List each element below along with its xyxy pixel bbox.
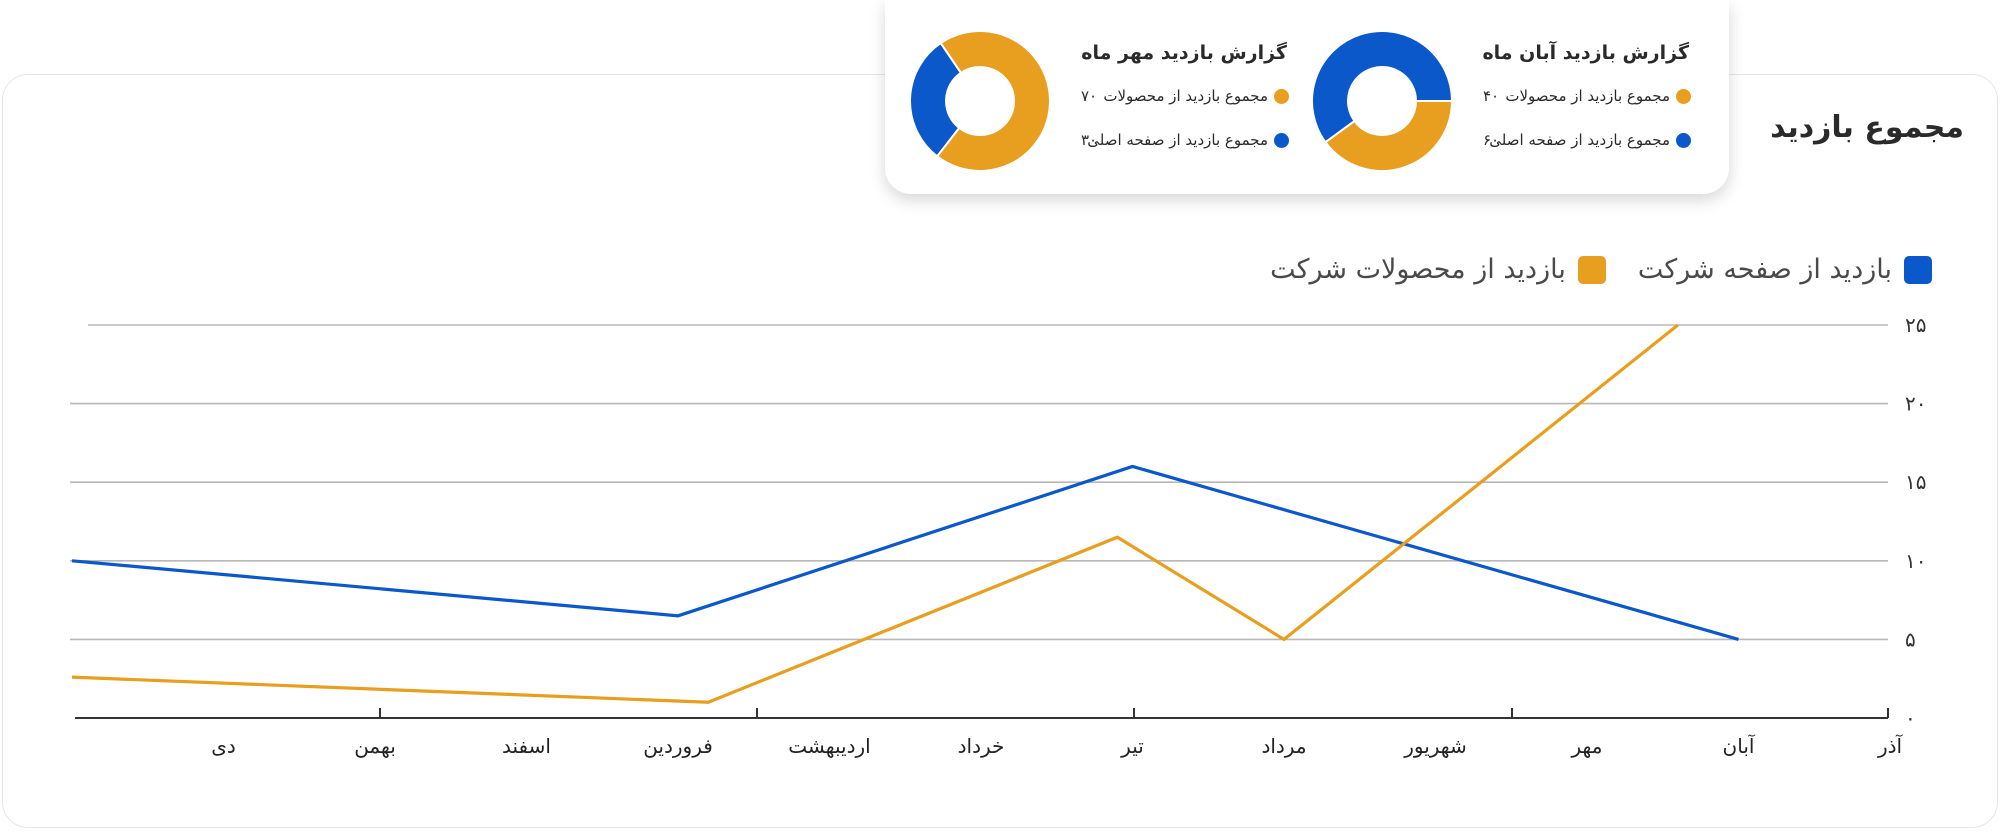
x-tick-label: اسفند [502, 734, 551, 758]
x-tick-label: تیر [1120, 734, 1144, 758]
row-value: ۴۰ [1483, 87, 1500, 105]
report-aban: گزارش بازدید آبان ماه مجموع بازدید از مح… [1307, 22, 1709, 182]
report-aban-row-products: مجموع بازدید از محصولات ۴۰ [1331, 84, 1691, 108]
main-card [2, 74, 1998, 828]
row-label: مجموع بازدید از محصولات [1505, 87, 1670, 105]
legend-dot-orange [1274, 88, 1289, 104]
legend-item-company-page[interactable]: بازدید از صفحه شرکت [1638, 254, 1932, 285]
row-label: مجموع بازدید از صفحه اصلی [1489, 131, 1670, 149]
report-mehr: گزارش بازدید مهر ماه مجموع بازدید از محص… [905, 22, 1307, 182]
row-value: ۳۰ [1081, 131, 1098, 149]
row-label: مجموع بازدید از صفحه اصلی [1087, 131, 1268, 149]
row-value: ۷۰ [1081, 87, 1098, 105]
x-tick-label: بهمن [354, 734, 396, 758]
report-mehr-row-products: مجموع بازدید از محصولات ۷۰ [929, 84, 1289, 108]
report-aban-row-home: مجموع بازدید از صفحه اصلی ۶۰ [1331, 128, 1691, 152]
donut-slice [909, 41, 963, 158]
legend-label-products: بازدید از محصولات شرکت [1270, 254, 1566, 285]
x-tick-label: مهر [1571, 734, 1603, 758]
report-title-aban: گزارش بازدید آبان ماه [1482, 42, 1689, 64]
series-line-products [71, 323, 1679, 704]
x-tick-label: فروردین [643, 734, 713, 758]
donut-slice [1311, 30, 1454, 144]
legend-dot-blue [1676, 132, 1691, 148]
donut-chart-aban [1311, 30, 1454, 172]
report-mehr-row-home: مجموع بازدید از صفحه اصلی ۳۰ [929, 128, 1289, 152]
y-tick-label: ۲۰ [1905, 392, 1926, 416]
y-tick-label: ۰ [1905, 706, 1916, 730]
donut-slice [1323, 100, 1454, 172]
y-tick-label: ۵ [1905, 627, 1916, 651]
report-title-mehr: گزارش بازدید مهر ماه [1081, 42, 1287, 64]
chart-legend: بازدید از صفحه شرکت بازدید از محصولات شر… [1238, 254, 1932, 285]
donut-chart-mehr [909, 30, 1051, 172]
y-tick-label: ۲۵ [1905, 313, 1926, 337]
legend-dot-orange [1676, 88, 1691, 104]
row-label: مجموع بازدید از محصولات [1103, 87, 1268, 105]
page-title: مجموع بازدید [1770, 110, 1964, 145]
x-tick-label: اردیبهشت [788, 734, 870, 758]
x-tick-label: دی [211, 734, 236, 758]
legend-item-products[interactable]: بازدید از محصولات شرکت [1270, 254, 1606, 285]
x-tick-label: آذر [1877, 733, 1904, 758]
x-tick-label: شهریور [1403, 734, 1467, 758]
donut-slice [935, 30, 1051, 172]
x-tick-label: خرداد [958, 734, 1005, 758]
monthly-report-popup: گزارش بازدید آبان ماه مجموع بازدید از مح… [885, 0, 1729, 194]
legend-swatch-blue [1904, 255, 1932, 284]
series-line-company-page [71, 464, 1739, 641]
x-tick-label: آبان [1723, 733, 1756, 758]
row-value: ۶۰ [1483, 131, 1500, 149]
legend-swatch-orange [1577, 255, 1606, 284]
legend-dot-blue [1274, 132, 1289, 148]
x-tick-label: مرداد [1261, 734, 1306, 758]
y-tick-label: ۱۵ [1905, 470, 1926, 494]
legend-label-company-page: بازدید از صفحه شرکت [1637, 254, 1892, 285]
y-tick-label: ۱۰ [1905, 549, 1926, 573]
